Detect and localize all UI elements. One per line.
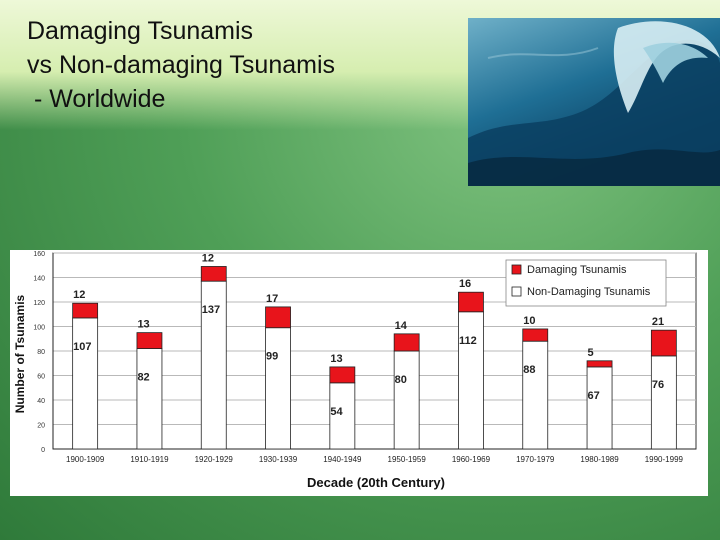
bar-damaging	[200, 266, 227, 282]
data-label-non-damaging: 54	[330, 406, 343, 418]
legend-label: Damaging Tsunamis	[527, 264, 627, 276]
y-tick-label: 80	[37, 349, 45, 356]
legend-label: Non-Damaging Tsunamis	[527, 286, 651, 298]
wave-illustration	[468, 21, 720, 186]
bar-non-damaging	[522, 340, 549, 450]
data-label-non-damaging: 76	[652, 379, 664, 391]
data-label-damaging: 12	[73, 289, 85, 301]
bar-non-damaging	[136, 348, 163, 450]
bar-damaging	[72, 302, 99, 319]
label-layer: 107 12 82 13 137 12 99 17 54 13 80 14 112 16 88 10 67 5 76…	[73, 252, 664, 417]
x-tick-label: 1910-1919	[130, 455, 169, 464]
x-tick-label: 1990-1999	[645, 455, 684, 464]
y-axis-label: Number of Tsunamis	[13, 294, 27, 413]
x-tick-label: 1980-1989	[580, 455, 619, 464]
data-label-non-damaging: 112	[459, 335, 477, 347]
bar-non-damaging	[329, 382, 356, 450]
bar-non-damaging	[650, 355, 677, 450]
legend-swatch	[511, 286, 522, 297]
data-label-damaging: 17	[266, 293, 278, 305]
data-label-non-damaging: 80	[395, 374, 407, 386]
y-tick-label: 140	[33, 276, 45, 283]
legend-swatch	[511, 264, 522, 275]
data-label-damaging: 5	[588, 347, 594, 359]
data-label-non-damaging: 82	[137, 372, 149, 384]
data-label-damaging: 13	[137, 319, 149, 331]
data-label-non-damaging: 67	[588, 390, 600, 402]
bar-damaging	[136, 332, 163, 349]
bar-non-damaging	[265, 327, 291, 450]
x-tick-label: 1920-1929	[195, 455, 234, 464]
data-label-damaging: 21	[652, 316, 664, 328]
bar-damaging	[265, 306, 291, 329]
data-label-non-damaging: 107	[73, 341, 91, 353]
data-label-damaging: 14	[395, 320, 408, 332]
y-tick-label: 160	[33, 251, 45, 258]
x-tick-label: 1930-1939	[259, 455, 298, 464]
bar-non-damaging	[586, 366, 613, 450]
bar-non-damaging	[72, 317, 99, 450]
x-tick-label: 1970-1979	[516, 455, 555, 464]
data-label-non-damaging: 137	[202, 304, 220, 316]
data-label-damaging: 12	[202, 252, 214, 264]
x-axis-label: Decade (20th Century)	[307, 475, 445, 490]
y-tick-label: 20	[37, 423, 45, 430]
bar-damaging	[329, 366, 356, 384]
data-label-damaging: 10	[523, 315, 535, 327]
bar-damaging	[586, 360, 613, 368]
bar-damaging	[458, 291, 484, 313]
data-label-non-damaging: 88	[523, 364, 535, 376]
wave-photo	[468, 18, 720, 186]
title-line: Damaging Tsunamis	[27, 17, 254, 45]
bar-non-damaging	[393, 350, 420, 450]
bar-non-damaging	[458, 311, 484, 450]
tsunami-bar-chart: 0 20 40 60 80 100 120 140 160 1900-1909 1910-1919 1…	[13, 251, 697, 490]
y-tick-label: 0	[41, 447, 45, 454]
y-tick-label: 60	[37, 374, 45, 381]
bar-damaging	[393, 333, 420, 352]
y-tick-label: 100	[33, 325, 45, 332]
x-tick-label: 1950-1959	[388, 455, 427, 464]
x-tick-label: 1940-1949	[323, 455, 362, 464]
data-label-damaging: 13	[330, 353, 342, 365]
title-line: vs Non-damaging Tsunamis	[27, 51, 336, 79]
title-line: - Worldwide	[27, 85, 166, 113]
chart-panel: 0 20 40 60 80 100 120 140 160 1900-1909 1910-1919 1…	[10, 250, 708, 496]
bar-non-damaging	[200, 280, 227, 450]
data-label-damaging: 16	[459, 278, 471, 290]
data-label-non-damaging: 99	[266, 351, 278, 363]
y-tick-label: 40	[37, 398, 45, 405]
slide-title: Damaging Tsunamis vs Non-damaging Tsunam…	[27, 14, 335, 116]
legend-box	[505, 259, 667, 307]
bar-layer	[72, 266, 677, 450]
bar-damaging	[650, 329, 677, 357]
x-tick-label: 1960-1969	[452, 455, 491, 464]
bar-damaging	[522, 328, 549, 342]
y-tick-label: 120	[33, 300, 45, 307]
legend: Damaging Tsunamis Non-Damaging Tsunamis	[505, 259, 667, 307]
x-tick-label: 1900-1909	[66, 455, 105, 464]
